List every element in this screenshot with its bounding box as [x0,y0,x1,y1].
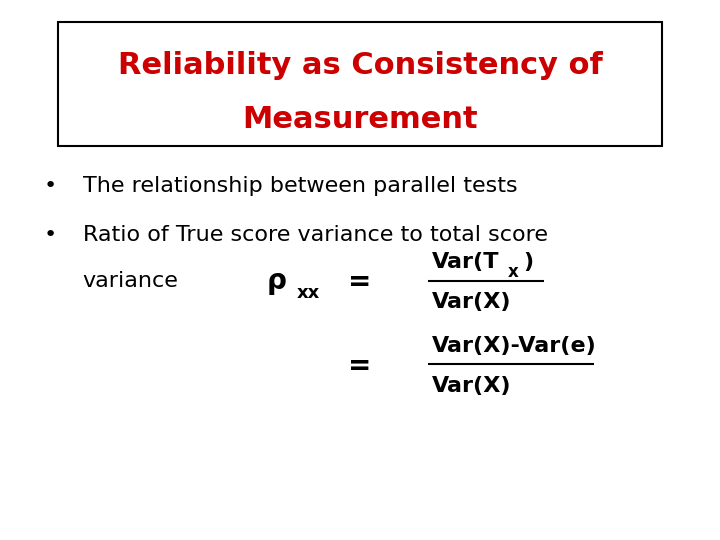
Text: x: x [508,262,518,281]
Text: •: • [43,176,56,197]
Text: Var(X): Var(X) [432,376,511,396]
Text: Ratio of True score variance to total score: Ratio of True score variance to total sc… [83,225,548,245]
Text: Var(T: Var(T [432,252,500,272]
Text: Reliability as Consistency of: Reliability as Consistency of [117,51,603,80]
FancyBboxPatch shape [58,22,662,146]
Text: Var(X): Var(X) [432,292,511,313]
Text: ρ: ρ [266,267,287,295]
Text: Measurement: Measurement [242,105,478,134]
Text: xx: xx [297,284,320,302]
Text: The relationship between parallel tests: The relationship between parallel tests [83,176,518,197]
Text: Var(X)-Var(e): Var(X)-Var(e) [432,335,597,356]
Text: =: = [348,352,372,380]
Text: •: • [43,225,56,245]
Text: variance: variance [83,271,179,291]
Text: =: = [348,268,372,296]
Text: ): ) [523,252,534,272]
